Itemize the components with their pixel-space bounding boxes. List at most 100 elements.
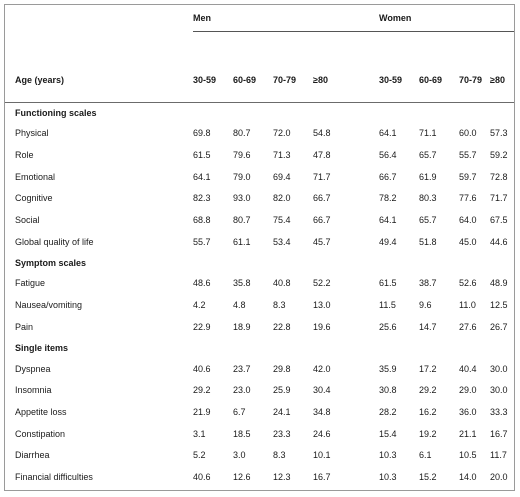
cell-women-3: 36.0 [459, 406, 477, 417]
cell-women-4: 59.2 [490, 150, 508, 161]
row-label: Cognitive [15, 193, 53, 204]
cell-men-1: 4.2 [193, 300, 206, 311]
cell-men-2: 18.9 [233, 321, 251, 332]
cell-women-4: 67.5 [490, 215, 508, 226]
header-rule [5, 89, 515, 103]
cell-women-4: 20.0 [490, 471, 508, 482]
table-row: Emotional 64.1 79.0 69.4 71.7 66.7 61.9 59.7 72.… [5, 166, 514, 188]
cell-women-3: 60.0 [459, 128, 477, 139]
row-label: Nausea/vomiting [15, 300, 83, 311]
cell-men-1: 21.9 [193, 406, 211, 417]
cell-men-2: 61.1 [233, 236, 251, 247]
cell-men-1: 48.6 [193, 278, 211, 289]
cell-men-4: 34.8 [313, 406, 331, 417]
cell-men-2: 79.6 [233, 150, 251, 161]
cell-men-1: 68.8 [193, 215, 211, 226]
row-label: Insomnia [15, 385, 52, 396]
cell-men-1: 40.6 [193, 471, 211, 482]
cell-women-1: 25.6 [379, 321, 397, 332]
cell-men-3: 25.9 [273, 385, 291, 396]
cell-men-3: 40.8 [273, 278, 291, 289]
cell-men-4: 45.7 [313, 236, 331, 247]
women-underline [379, 23, 515, 32]
cell-men-2: 93.0 [233, 193, 251, 204]
cell-men-4: 10.1 [313, 450, 331, 461]
col-header-men-2: 60-69 [233, 74, 257, 85]
cell-women-2: 71.1 [419, 128, 437, 139]
cell-men-1: 64.1 [193, 171, 211, 182]
cell-women-1: 66.7 [379, 171, 397, 182]
cell-women-3: 59.7 [459, 171, 477, 182]
cell-men-3: 53.4 [273, 236, 291, 247]
cell-men-4: 54.8 [313, 128, 331, 139]
col-header-men-3: 70-79 [273, 74, 297, 85]
table-row: Pain 22.9 18.9 22.8 19.6 25.6 14.7 27.6 26.7 [5, 316, 514, 338]
cell-women-1: 10.3 [379, 471, 397, 482]
cell-women-4: 57.3 [490, 128, 508, 139]
cell-men-1: 40.6 [193, 363, 211, 374]
row-label: Financial difficulties [15, 471, 93, 482]
table-row: Role 61.5 79.6 71.3 47.8 56.4 65.7 55.7 59.2 [5, 144, 514, 166]
col-header-men-4: ≥80 [313, 74, 328, 85]
cell-women-1: 56.4 [379, 150, 397, 161]
cell-men-3: 23.3 [273, 428, 291, 439]
cell-men-4: 30.4 [313, 385, 331, 396]
cell-women-2: 6.1 [419, 450, 432, 461]
cell-men-4: 19.6 [313, 321, 331, 332]
cell-women-2: 61.9 [419, 171, 437, 182]
cell-women-4: 72.8 [490, 171, 508, 182]
cell-men-3: 82.0 [273, 193, 291, 204]
cell-men-2: 3.0 [233, 450, 246, 461]
cell-women-2: 19.2 [419, 428, 437, 439]
table-row: Fatigue 48.6 35.8 40.8 52.2 61.5 38.7 52.6 48.9 [5, 273, 514, 295]
row-label: Emotional [15, 171, 56, 182]
cell-women-4: 11.7 [490, 450, 507, 461]
cell-women-3: 55.7 [459, 150, 477, 161]
cell-men-2: 23.0 [233, 385, 251, 396]
cell-women-2: 16.2 [419, 406, 437, 417]
cell-women-3: 64.0 [459, 215, 477, 226]
row-label: Physical [15, 128, 49, 139]
cell-men-3: 8.3 [273, 300, 286, 311]
cell-men-3: 75.4 [273, 215, 291, 226]
cell-men-4: 42.0 [313, 363, 331, 374]
cell-women-4: 71.7 [490, 193, 508, 204]
cell-women-4: 12.5 [490, 300, 508, 311]
men-underline [193, 23, 379, 32]
table-row: Insomnia 29.2 23.0 25.9 30.4 30.8 29.2 29.0 30.0 [5, 379, 514, 401]
cell-men-3: 72.0 [273, 128, 291, 139]
cell-women-2: 14.7 [419, 321, 437, 332]
cell-women-2: 65.7 [419, 150, 437, 161]
cell-men-2: 35.8 [233, 278, 251, 289]
table-row: Physical 69.8 80.7 72.0 54.8 64.1 71.1 60.0 57.3 [5, 123, 514, 145]
cell-men-4: 24.6 [313, 428, 331, 439]
cell-women-1: 30.8 [379, 385, 397, 396]
cell-women-3: 14.0 [459, 471, 477, 482]
group-header-men: Men [193, 13, 211, 23]
group-header-women: Women [379, 13, 412, 23]
cell-men-2: 6.7 [233, 406, 246, 417]
table-row: Constipation 3.1 18.5 23.3 24.6 15.4 19.2 21.1 1… [5, 423, 514, 445]
cell-men-2: 80.7 [233, 215, 251, 226]
cell-men-1: 61.5 [193, 150, 211, 161]
cell-women-2: 65.7 [419, 215, 437, 226]
row-label: Diarrhea [15, 450, 50, 461]
cell-women-4: 30.0 [490, 363, 508, 374]
col-header-women-4: ≥80 [490, 74, 505, 85]
cell-women-1: 15.4 [379, 428, 397, 439]
cell-women-3: 10.5 [459, 450, 477, 461]
cell-women-3: 29.0 [459, 385, 477, 396]
cell-women-3: 45.0 [459, 236, 477, 247]
row-label: Global quality of life [15, 236, 94, 247]
table-row: Appetite loss 21.9 6.7 24.1 34.8 28.2 16.2 36.0… [5, 401, 514, 423]
table-row: Financial difficulties 40.6 12.6 12.3 16.7 10… [5, 466, 514, 488]
table-row: Diarrhea 5.2 3.0 8.3 10.1 10.3 6.1 10.5 11.7 [5, 444, 514, 466]
cell-men-1: 3.1 [193, 428, 206, 439]
cell-men-3: 8.3 [273, 450, 286, 461]
cell-women-1: 61.5 [379, 278, 397, 289]
row-label: Pain [15, 321, 34, 332]
section-heading: Symptom scales [15, 257, 87, 268]
cell-men-4: 71.7 [313, 171, 331, 182]
section-heading: Single items [15, 342, 69, 353]
cell-women-4: 48.9 [490, 278, 508, 289]
